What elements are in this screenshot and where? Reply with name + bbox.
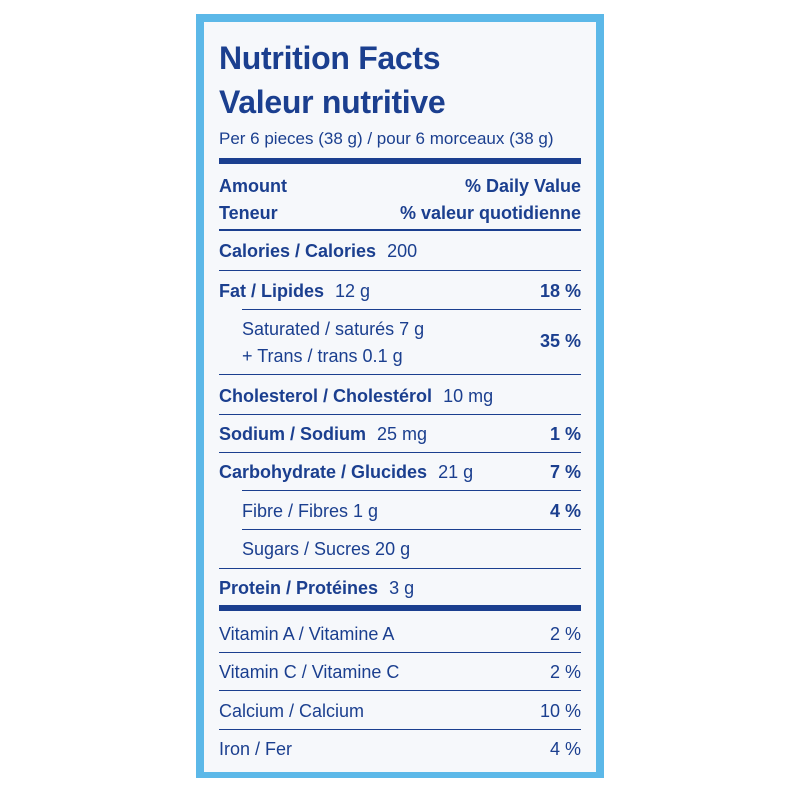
divider-calcium bbox=[219, 729, 581, 730]
title-english: Nutrition Facts bbox=[219, 40, 441, 76]
fat-dv: 18 % bbox=[539, 281, 581, 301]
vitamin-c-dv: 2 % bbox=[549, 662, 581, 682]
header-amount: Amount bbox=[219, 176, 287, 196]
sodium-label: Sodium / Sodium bbox=[219, 424, 366, 444]
sodium-value: 25 mg bbox=[377, 424, 428, 444]
fibre-label: Fibre / Fibres 1 g bbox=[242, 501, 379, 521]
vitamin-c-row: Vitamin C / Vitamine C 2 % bbox=[219, 661, 581, 683]
protein-label: Protein / Protéines bbox=[219, 578, 379, 598]
sugars-row: Sugars / Sucres 20 g bbox=[242, 538, 581, 560]
divider-fibre bbox=[242, 529, 581, 530]
cholesterol-row: Cholesterol / Cholestérol 10 mg bbox=[219, 385, 581, 407]
divider-carbohydrate bbox=[242, 490, 581, 491]
saturated-label: Saturated / saturés 7 g bbox=[242, 319, 425, 339]
fibre-dv: 4 % bbox=[549, 501, 581, 521]
divider-vitamin-a bbox=[219, 652, 581, 653]
cholesterol-value: 10 mg bbox=[443, 386, 494, 406]
vitamin-a-row: Vitamin A / Vitamine A 2 % bbox=[219, 623, 581, 645]
calories-value: 200 bbox=[387, 241, 418, 261]
divider-vitamin-c bbox=[219, 690, 581, 691]
divider-calories bbox=[219, 270, 581, 271]
divider-header bbox=[219, 229, 581, 231]
protein-value: 3 g bbox=[389, 578, 415, 598]
fat-value: 12 g bbox=[335, 281, 371, 301]
fat-label: Fat / Lipides bbox=[219, 281, 325, 301]
calcium-row: Calcium / Calcium 10 % bbox=[219, 700, 581, 722]
iron-dv: 4 % bbox=[549, 739, 581, 759]
carbohydrate-value: 21 g bbox=[438, 462, 474, 482]
carbohydrate-row: Carbohydrate / Glucides 21 g 7 % bbox=[219, 461, 581, 483]
divider-cholesterol bbox=[219, 414, 581, 415]
protein-row: Protein / Protéines 3 g bbox=[219, 577, 581, 599]
vitamin-a-label: Vitamin A / Vitamine A bbox=[219, 624, 395, 644]
header-amount-row: Amount % Daily Value bbox=[219, 175, 581, 197]
saturated-row: Saturated / saturés 7 g bbox=[242, 318, 581, 340]
header-dv-fr: % valeur quotidienne bbox=[399, 203, 581, 223]
cholesterol-label: Cholesterol / Cholestérol bbox=[219, 386, 433, 406]
vitamin-a-dv: 2 % bbox=[549, 624, 581, 644]
header-dv-en: % Daily Value bbox=[464, 176, 581, 196]
calories-row: Calories / Calories 200 bbox=[219, 240, 581, 262]
trans-label: + Trans / trans 0.1 g bbox=[242, 346, 403, 366]
divider-thick-vitamins bbox=[219, 605, 581, 611]
calories-label: Calories / Calories bbox=[219, 241, 377, 261]
calcium-dv: 10 % bbox=[539, 701, 581, 721]
header-teneur: Teneur bbox=[219, 203, 278, 223]
divider-thick-top bbox=[219, 158, 581, 164]
fat-row: Fat / Lipides 12 g 18 % bbox=[219, 280, 581, 302]
saturated-dv: 35 % bbox=[539, 331, 581, 351]
nutrition-panel bbox=[204, 22, 596, 772]
vitamin-c-label: Vitamin C / Vitamine C bbox=[219, 662, 400, 682]
divider-sugars bbox=[219, 568, 581, 569]
divider-sodium bbox=[219, 452, 581, 453]
calcium-label: Calcium / Calcium bbox=[219, 701, 365, 721]
title-french: Valeur nutritive bbox=[219, 84, 446, 120]
sodium-row: Sodium / Sodium 25 mg 1 % bbox=[219, 423, 581, 445]
carbohydrate-label: Carbohydrate / Glucides bbox=[219, 462, 428, 482]
serving-size: Per 6 pieces (38 g) / pour 6 morceaux (3… bbox=[219, 129, 554, 148]
iron-label: Iron / Fer bbox=[219, 739, 293, 759]
divider-saturated bbox=[219, 374, 581, 375]
header-teneur-row: Teneur % valeur quotidienne bbox=[219, 202, 581, 224]
fibre-row: Fibre / Fibres 1 g 4 % bbox=[242, 500, 581, 522]
trans-row: + Trans / trans 0.1 g bbox=[242, 345, 581, 367]
sugars-label: Sugars / Sucres 20 g bbox=[242, 539, 411, 559]
sodium-dv: 1 % bbox=[549, 424, 581, 444]
carbohydrate-dv: 7 % bbox=[549, 462, 581, 482]
divider-fat bbox=[242, 309, 581, 310]
iron-row: Iron / Fer 4 % bbox=[219, 738, 581, 760]
